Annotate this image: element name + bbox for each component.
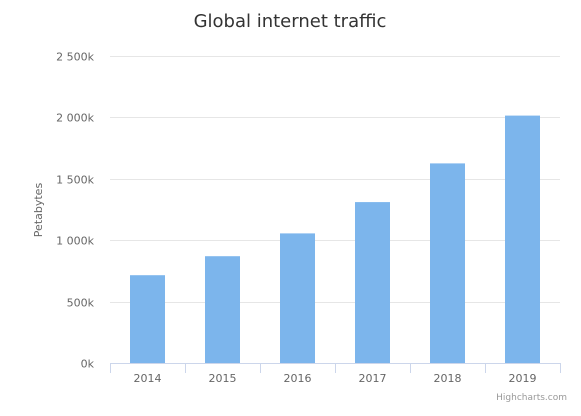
y-tick-label: 2 000k [56, 112, 94, 125]
x-tick-label: 2015 [209, 372, 237, 385]
x-tick-label: 2018 [434, 372, 462, 385]
bar-2014[interactable] [130, 275, 165, 363]
x-tick-label: 2019 [509, 372, 537, 385]
x-tick-label: 2017 [359, 372, 387, 385]
y-tick-label: 1 000k [56, 235, 94, 248]
y-axis: 0k 500k 1 000k 1 500k 2 000k 2 500k [56, 51, 94, 371]
y-tick-label: 500k [67, 297, 95, 310]
y-tick-label: 1 500k [56, 174, 94, 187]
gridlines [110, 56, 560, 303]
y-tick-label: 0k [81, 358, 95, 371]
y-tick-label: 2 500k [56, 51, 94, 64]
bar-2018[interactable] [430, 163, 465, 363]
x-tick-label: 2016 [284, 372, 312, 385]
x-tick-label: 2014 [134, 372, 162, 385]
x-axis: 2014 2015 2016 2017 2018 2019 [110, 363, 561, 385]
bar-2017[interactable] [355, 202, 390, 363]
bar-2019[interactable] [505, 115, 540, 363]
credits-link[interactable]: Highcharts.com [496, 393, 567, 403]
y-axis-title: Petabytes [32, 183, 45, 238]
bar-2016[interactable] [280, 233, 315, 363]
bar-2015[interactable] [205, 256, 240, 363]
bars [130, 115, 540, 363]
chart-title: Global internet traffic [194, 11, 387, 32]
